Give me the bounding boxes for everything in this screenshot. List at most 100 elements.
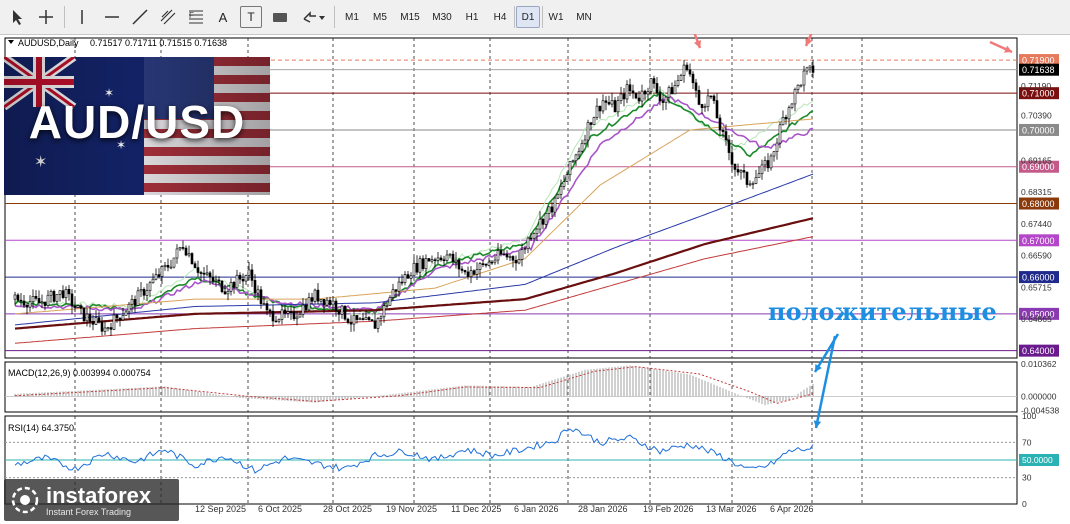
peak-arrow-head — [693, 40, 702, 48]
timeframe-d1[interactable]: D1 — [516, 6, 540, 28]
candle — [442, 255, 446, 266]
trendline-icon[interactable] — [130, 7, 150, 27]
candle-body — [607, 102, 611, 105]
candle — [184, 245, 188, 257]
candle — [280, 304, 284, 325]
candle-body — [616, 100, 620, 113]
candle-body — [271, 310, 275, 322]
candle — [250, 264, 254, 287]
candle-body — [547, 206, 551, 214]
candle — [190, 252, 194, 265]
candle — [616, 96, 620, 117]
crosshair-icon[interactable] — [36, 7, 56, 27]
price-pane[interactable] — [4, 37, 1018, 359]
candle-body — [748, 183, 752, 186]
candle — [406, 270, 410, 279]
text-label-icon[interactable]: T — [240, 6, 262, 28]
candle — [283, 304, 287, 319]
macd-pane[interactable] — [4, 361, 1018, 413]
candle — [382, 302, 386, 323]
candle — [550, 201, 554, 218]
candle — [214, 275, 218, 287]
arrows-icon[interactable] — [300, 7, 328, 27]
candle — [667, 85, 671, 104]
candle-body — [424, 258, 428, 270]
candle — [691, 71, 695, 89]
candle-body — [790, 103, 794, 108]
channel-icon[interactable] — [158, 7, 178, 27]
vertical-line-icon[interactable] — [72, 7, 92, 27]
candle-body — [649, 78, 653, 92]
candle-body — [139, 289, 143, 292]
candle — [622, 88, 626, 107]
candle — [346, 317, 350, 325]
candle-body — [715, 100, 719, 119]
candle-body — [550, 206, 554, 213]
candle-body — [226, 291, 230, 295]
candle — [259, 286, 263, 309]
candle — [121, 307, 125, 322]
timeframe-m30[interactable]: M30 — [432, 11, 452, 23]
fibonacci-icon[interactable]: F — [186, 7, 206, 27]
candle — [772, 151, 776, 162]
candle-body — [112, 314, 116, 330]
candle — [247, 262, 251, 281]
horizontal-line-icon[interactable] — [102, 7, 122, 27]
candle-body — [382, 305, 386, 318]
candle — [793, 87, 797, 112]
candle-body — [391, 289, 395, 298]
shapes-icon[interactable] — [270, 7, 290, 27]
candle — [220, 280, 224, 294]
candle — [94, 309, 98, 326]
candle — [496, 242, 500, 265]
candle — [415, 255, 419, 275]
timeframe-w1[interactable]: W1 — [548, 11, 564, 23]
candle-body — [31, 296, 35, 303]
timeframe-m15[interactable]: M15 — [400, 11, 420, 23]
candle-body — [532, 233, 536, 239]
candle-body — [250, 269, 254, 281]
candle-body — [64, 289, 68, 298]
candle-body — [448, 253, 452, 256]
candle-body — [337, 310, 341, 315]
candle-body — [88, 313, 92, 322]
candle — [430, 255, 434, 264]
timeframe-m5[interactable]: M5 — [373, 11, 387, 23]
candle — [388, 295, 392, 306]
timeframe-h4[interactable]: H4 — [493, 11, 507, 23]
timeframe-mn[interactable]: MN — [576, 11, 592, 23]
candle-body — [583, 139, 587, 144]
candle-body — [730, 152, 734, 165]
candle-body — [109, 327, 113, 330]
candle-body — [742, 170, 746, 173]
rsi-tick-label: 50.0000 — [1022, 455, 1053, 465]
candle — [301, 298, 305, 318]
candle — [52, 289, 56, 303]
candle-body — [445, 254, 449, 261]
candle — [55, 294, 59, 305]
candle — [481, 259, 485, 268]
current-price-badge — [1019, 63, 1059, 76]
candle — [775, 137, 779, 160]
candle — [421, 255, 425, 272]
candle — [538, 211, 542, 234]
candle-body — [655, 83, 659, 93]
pair-badge: ✶ ✶ ✶ AUD/USD — [4, 57, 270, 195]
candle-body — [121, 315, 125, 321]
timeframe-h1[interactable]: H1 — [465, 11, 479, 23]
expand-triangle-icon[interactable] — [8, 40, 14, 44]
candle — [439, 255, 443, 262]
text-tool-icon[interactable]: A — [218, 9, 228, 25]
price-tick-label: 0.64865 — [1021, 314, 1052, 324]
candle-body — [103, 327, 107, 332]
candle-body — [724, 131, 728, 141]
candle — [586, 119, 590, 148]
cursor-icon[interactable] — [8, 7, 28, 27]
level-badge — [1019, 234, 1059, 247]
candle — [304, 298, 308, 313]
candle — [145, 283, 149, 302]
candle-body — [451, 253, 455, 263]
timeframe-m1[interactable]: M1 — [345, 11, 359, 23]
candle — [76, 305, 80, 308]
candle-body — [580, 143, 584, 152]
